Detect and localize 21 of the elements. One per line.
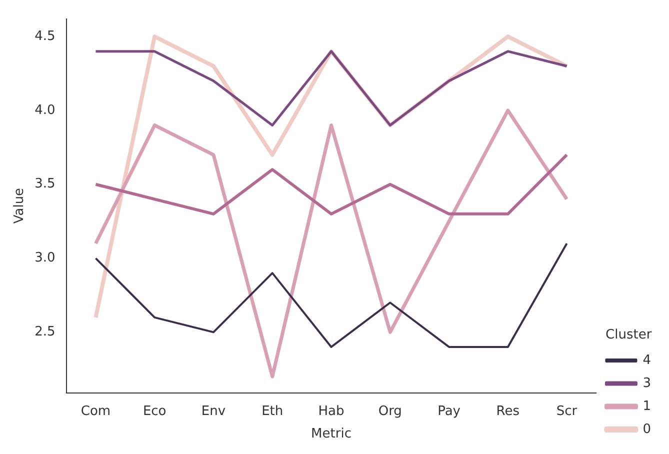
legend-label: 1 (642, 398, 652, 414)
x-tick-label: Com (80, 404, 111, 419)
y-axis-title: Value (12, 188, 28, 224)
legend-title: Cluster (606, 327, 652, 342)
y-tick-label: 4.0 (34, 102, 56, 118)
x-tick-label: Eco (142, 404, 166, 419)
x-tick-label: Org (378, 404, 402, 419)
x-tick-label: Pay (438, 404, 461, 419)
legend-label: 3 (642, 376, 652, 391)
y-tick-label: 3.0 (34, 250, 56, 266)
x-tick-label: Scr (556, 404, 578, 419)
y-tick-label: 3.5 (34, 176, 56, 192)
x-tick-label: Hab (318, 404, 344, 419)
legend-label: 0 (642, 422, 652, 437)
x-tick-label: Res (496, 404, 520, 419)
x-tick-label: Env (201, 404, 226, 419)
y-tick-label: 4.5 (34, 28, 56, 44)
x-axis-title: Metric (311, 426, 352, 442)
x-tick-label: Eth (262, 404, 284, 419)
legend-label: 4 (642, 352, 652, 368)
y-tick-label: 2.5 (34, 324, 56, 340)
